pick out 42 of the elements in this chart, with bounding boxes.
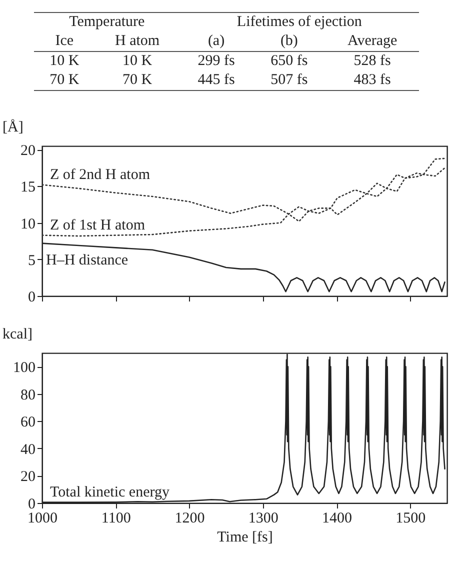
x-tick-label: 1300 bbox=[248, 510, 278, 526]
y-tick-label: 0 bbox=[28, 496, 36, 512]
text: 528 fs bbox=[354, 53, 391, 69]
series-label: Z of 1st H atom bbox=[50, 217, 146, 234]
text: 70 K bbox=[122, 72, 152, 88]
text: 70 K bbox=[50, 72, 80, 88]
text: 507 fs bbox=[270, 72, 308, 88]
y-tick-label: 5 bbox=[28, 252, 36, 269]
text: 650 fs bbox=[270, 53, 308, 69]
text: Temperature bbox=[34, 12, 180, 32]
x-tick-label: 1100 bbox=[101, 510, 131, 526]
x-tick-label: 1500 bbox=[396, 510, 426, 526]
y-tick-label: 40 bbox=[20, 442, 36, 458]
series-label: H–H distance bbox=[46, 252, 128, 268]
x-tick-label: 1000 bbox=[28, 510, 58, 526]
y-tick-label: 20 bbox=[20, 469, 36, 486]
category-label: (a) bbox=[180, 32, 253, 52]
y-tick-label: 10 bbox=[20, 216, 36, 232]
line-series bbox=[42, 158, 446, 237]
text: Lifetimes of ejection bbox=[180, 12, 419, 32]
text: 483 fs bbox=[354, 72, 391, 88]
text: 445 fs bbox=[198, 72, 235, 88]
x-tick-label: 1400 bbox=[322, 510, 352, 526]
category-label: H atom bbox=[94, 32, 180, 52]
x-tick-label: 1200 bbox=[174, 510, 205, 526]
y-tick-label: 0 bbox=[28, 290, 36, 306]
category-label: (b) bbox=[252, 32, 326, 52]
series-label: Total kinetic energy bbox=[50, 484, 170, 500]
y-tick-label: 60 bbox=[20, 414, 36, 431]
y-tick-label: 80 bbox=[20, 387, 36, 404]
y-axis-title: [Å] bbox=[2, 118, 24, 136]
series-label: Z of 2nd H atom bbox=[50, 166, 150, 183]
y-tick-label: 100 bbox=[13, 360, 36, 376]
text: 10 K bbox=[122, 53, 152, 69]
y-axis-title: kcal] bbox=[2, 326, 32, 342]
x-axis-title: Time [fs] bbox=[217, 530, 273, 546]
y-tick-label: 15 bbox=[20, 180, 36, 196]
category-label: Ice bbox=[34, 32, 95, 52]
text: 10 K bbox=[50, 53, 80, 69]
y-tick-label: 20 bbox=[20, 143, 36, 160]
category-label: Average bbox=[326, 32, 419, 52]
text: 299 fs bbox=[198, 53, 235, 69]
